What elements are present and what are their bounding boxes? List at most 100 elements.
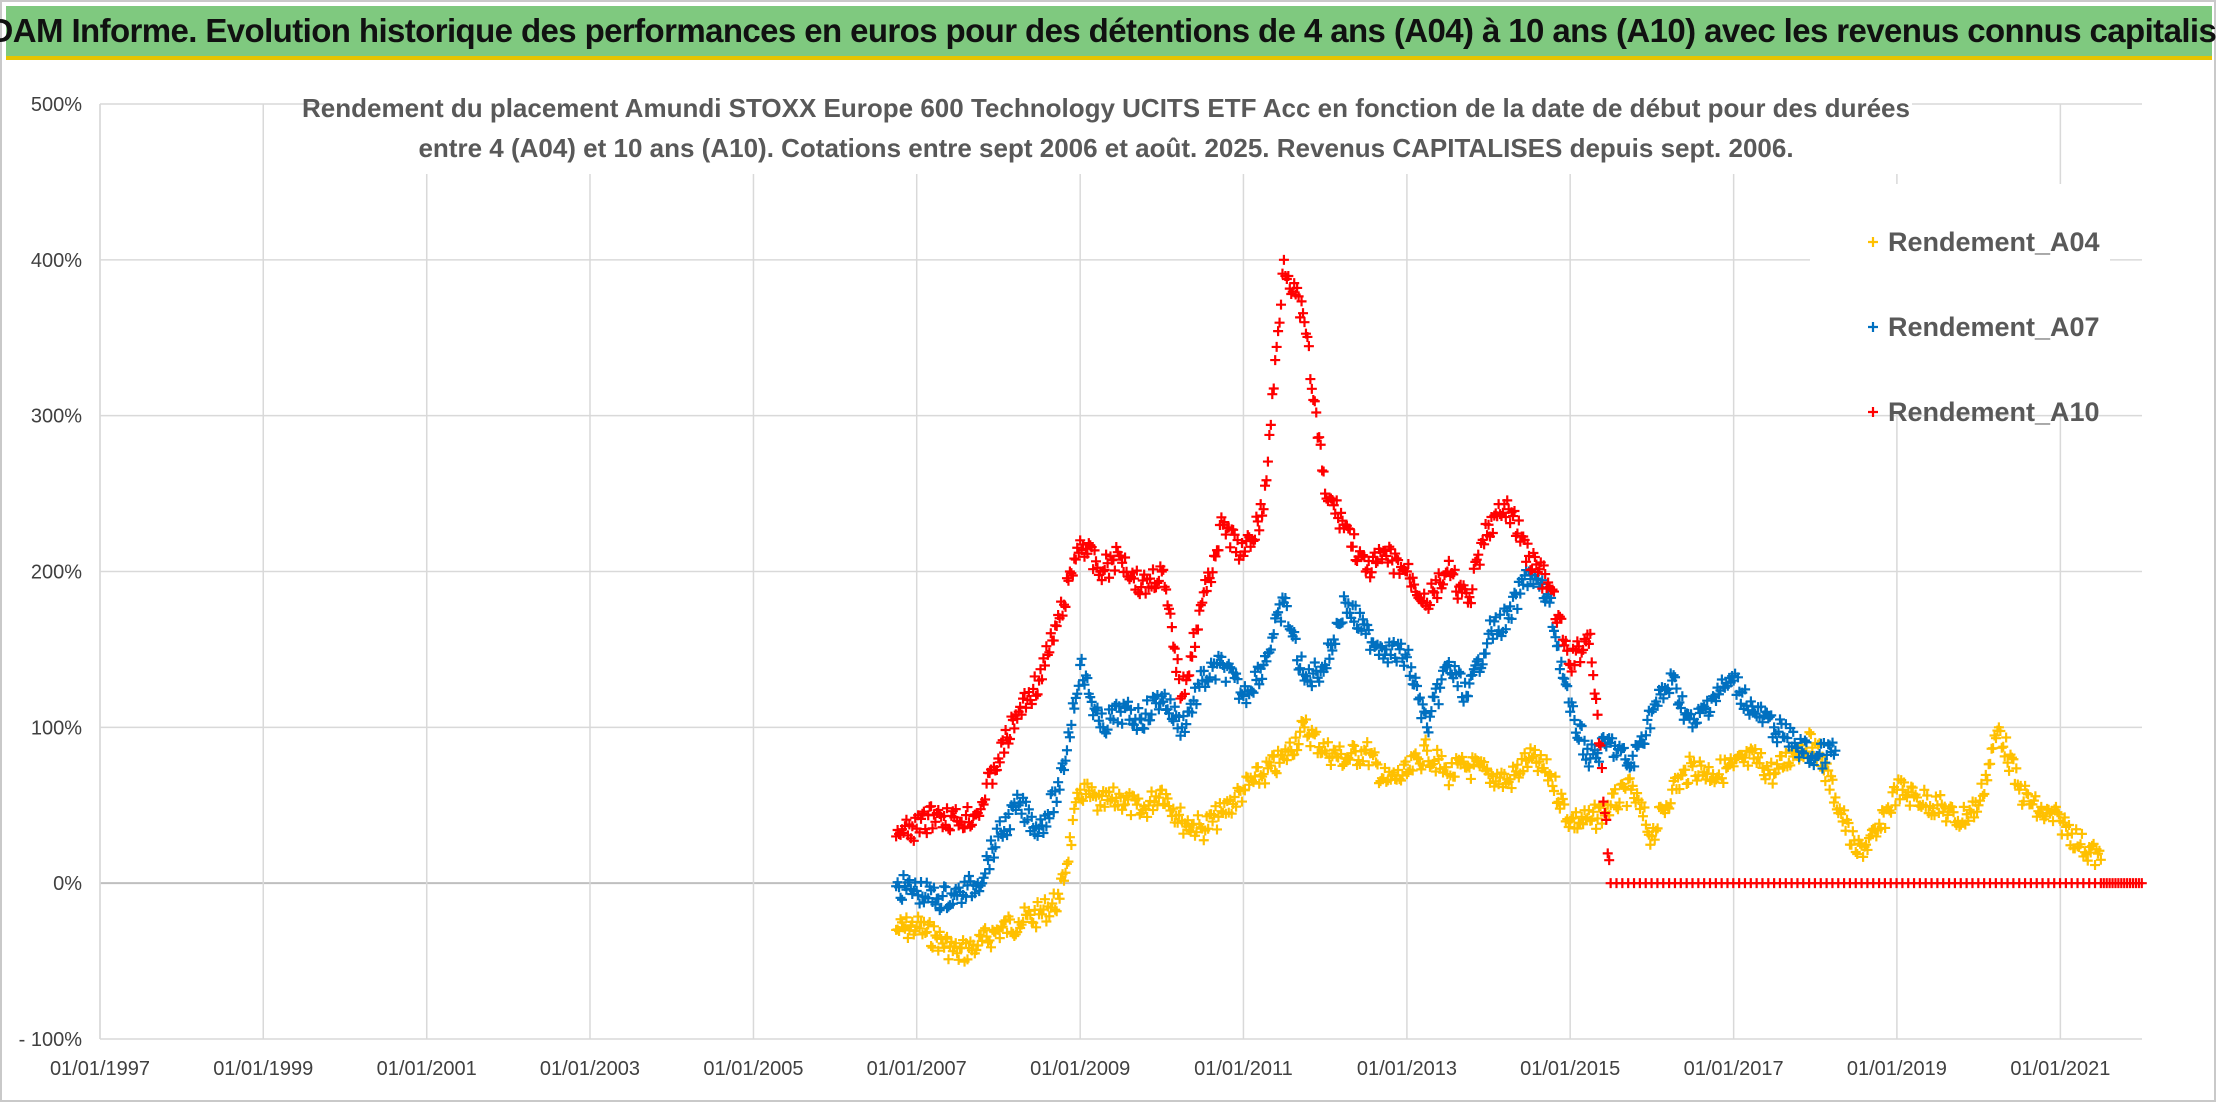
data-point [1082,548,1093,559]
data-point [2011,763,2022,774]
data-point [950,804,961,815]
data-point [1578,644,1589,655]
data-point [1044,647,1055,658]
data-point [1267,389,1278,400]
data-point [1169,643,1180,654]
data-point [1760,774,1771,785]
data-point [1159,688,1170,699]
data-point [1322,737,1333,748]
data-point [1570,727,1581,738]
data-point [1500,624,1511,635]
data-point [1705,706,1716,717]
data-point [1544,597,1555,608]
data-point [1350,600,1361,611]
data-point [1207,816,1218,827]
data-point [1075,660,1086,670]
data-point [1219,517,1230,528]
data-point [1314,676,1325,687]
data-point [2085,847,2096,858]
data-point [1009,723,1020,734]
data-point [1766,710,1777,721]
data-point [897,894,908,905]
data-point [1060,867,1071,878]
data-point [1382,657,1393,668]
data-point [1258,504,1269,515]
title-background [332,84,1912,174]
data-point [1004,914,1015,925]
data-point [1128,573,1139,584]
data-point [1311,407,1322,418]
data-point [1020,702,1031,713]
data-point [1495,609,1506,620]
data-point [934,926,945,937]
data-point [1344,524,1355,535]
data-point [1556,656,1567,667]
legend-item-Rendement_A04: Rendement_A04 [1868,227,2100,257]
data-point [1142,811,1153,822]
data-point [1479,757,1490,768]
data-point [1452,681,1463,692]
data-point [1565,706,1576,717]
data-point [1211,824,1222,835]
y-tick-label: 0% [53,873,82,895]
data-point [1150,582,1161,593]
data-point [1239,785,1250,796]
data-point [1306,681,1317,692]
data-point [1627,780,1638,791]
data-point [921,926,932,937]
data-point [1482,763,1493,774]
data-point [1531,573,1542,584]
data-point [1324,653,1335,664]
data-point [1941,816,1952,827]
data-point [1164,708,1174,719]
data-point [1772,737,1783,748]
data-point [916,813,927,824]
data-point [1422,745,1433,756]
data-point [991,764,1002,775]
data-point [1290,633,1301,644]
data-point [1267,750,1278,761]
data-point [1612,804,1623,815]
data-point [1139,723,1150,734]
data-point [1618,742,1629,753]
data-point [1686,709,1697,720]
data-point [1445,668,1456,679]
data-point [1948,807,1959,818]
data-point [1899,777,1910,788]
data-point [1677,770,1688,781]
data-point [1184,670,1195,681]
data-point [1393,765,1404,776]
data-point [1206,577,1217,588]
data-point [1919,784,1930,795]
data-point [1321,663,1332,674]
data-point [2053,809,2064,820]
data-point [1538,560,1549,571]
data-point [1665,798,1676,809]
data-point [1125,704,1136,715]
data-point [1691,775,1702,786]
data-point [1041,641,1052,652]
data-point [1664,688,1675,699]
data-point [1061,858,1072,869]
data-point [1146,709,1157,720]
data-point [1839,805,1850,816]
data-point [1200,681,1211,692]
data-point [1560,679,1571,690]
data-point [1417,699,1428,710]
data-point [1354,607,1365,618]
data-point [1228,524,1239,535]
data-point [1534,756,1545,767]
data-point [1063,856,1074,867]
data-point [1467,670,1478,681]
data-point [1164,603,1174,614]
data-point [1652,700,1663,711]
data-point [1054,893,1065,904]
data-point [1610,784,1621,795]
data-point [1239,681,1250,692]
data-point [1569,714,1580,725]
data-point [1549,786,1559,797]
data-point [1128,719,1139,730]
data-point [1381,644,1392,655]
data-point [1252,762,1263,773]
data-point [1108,782,1119,793]
